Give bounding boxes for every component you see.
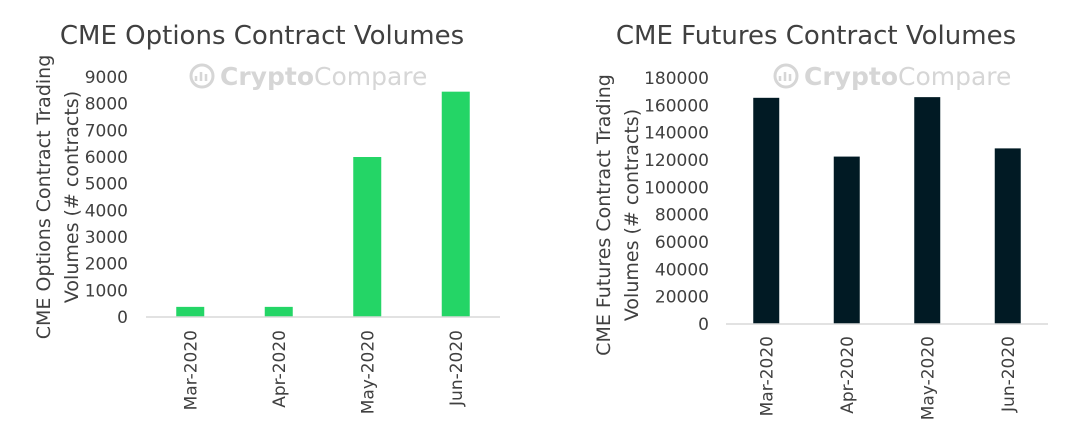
y-tick-label: 120000 [644, 151, 709, 171]
y-tick-label: 4000 [85, 201, 128, 221]
y-tick-label: 80000 [655, 206, 709, 226]
x-tick-label: Jun-2020 [999, 336, 1019, 413]
x-tick-label: Jun-2020 [447, 330, 467, 407]
x-tick-label: Mar-2020 [757, 336, 777, 416]
cryptocompare-logo-icon [189, 63, 215, 89]
y-tick-label: 60000 [655, 233, 709, 253]
options-chart: CME Options Contract Volumes CryptoCompa… [33, 21, 500, 414]
svg-text:CryptoCompare: CryptoCompare [220, 62, 427, 91]
x-tick-label: Apr-2020 [270, 330, 290, 408]
bar-jun-2020 [441, 91, 470, 318]
bar-mar-2020 [176, 306, 205, 317]
bar-mar-2020 [753, 97, 780, 324]
watermark: CryptoCompare [189, 62, 427, 91]
futures-chart: CME Futures Contract Volumes CryptoCompa… [593, 21, 1048, 420]
y-tick-label: 180000 [644, 69, 709, 89]
cryptocompare-logo-bars [778, 72, 792, 81]
chart-title: CME Options Contract Volumes [60, 21, 464, 51]
x-tick-label: May-2020 [358, 330, 378, 414]
x-tick-label: Apr-2020 [838, 336, 858, 414]
bar-jun-2020 [994, 148, 1021, 324]
y-tick-label: 100000 [644, 178, 709, 198]
x-tick-label: Mar-2020 [181, 330, 201, 410]
y-tick-label: 40000 [655, 260, 709, 280]
y-tick-label: 6000 [85, 148, 128, 168]
bar-apr-2020 [833, 156, 860, 324]
watermark-brand-b: Compare [898, 62, 1011, 91]
y-tick-label: 0 [117, 308, 128, 328]
y-tick-label: 1000 [85, 281, 128, 301]
y-axis-label-line-1: CME Futures Contract Trading [593, 74, 615, 356]
y-tick-label: 160000 [644, 96, 709, 116]
bar-may-2020 [353, 157, 382, 317]
watermark-brand-a: Crypto [804, 62, 898, 91]
y-tick-label: 20000 [655, 288, 709, 308]
y-tick-label: 5000 [85, 175, 128, 195]
y-tick-label: 7000 [85, 121, 128, 141]
y-tick-label: 8000 [85, 95, 128, 115]
y-axis-label-line-2: Volumes (# contracts) [621, 109, 643, 321]
chart-title: CME Futures Contract Volumes [616, 21, 1016, 51]
bar-apr-2020 [264, 306, 293, 317]
y-tick-label: 3000 [85, 228, 128, 248]
bar-may-2020 [914, 97, 941, 324]
cryptocompare-logo-icon [773, 63, 799, 89]
y-tick-label: 140000 [644, 124, 709, 144]
watermark-brand-b: Compare [314, 62, 427, 91]
watermark-brand-a: Crypto [220, 62, 314, 91]
cryptocompare-logo-bars [194, 72, 208, 81]
y-tick-label: 0 [698, 315, 709, 335]
y-axis-label-line-1: CME Options Contract Trading [33, 55, 55, 340]
svg-text:CryptoCompare: CryptoCompare [804, 62, 1011, 91]
y-tick-label: 9000 [85, 68, 128, 88]
y-axis-label-line-2: Volumes (# contracts) [61, 91, 83, 303]
y-tick-label: 2000 [85, 255, 128, 275]
x-tick-label: May-2020 [918, 336, 938, 420]
watermark: CryptoCompare [773, 62, 1011, 91]
